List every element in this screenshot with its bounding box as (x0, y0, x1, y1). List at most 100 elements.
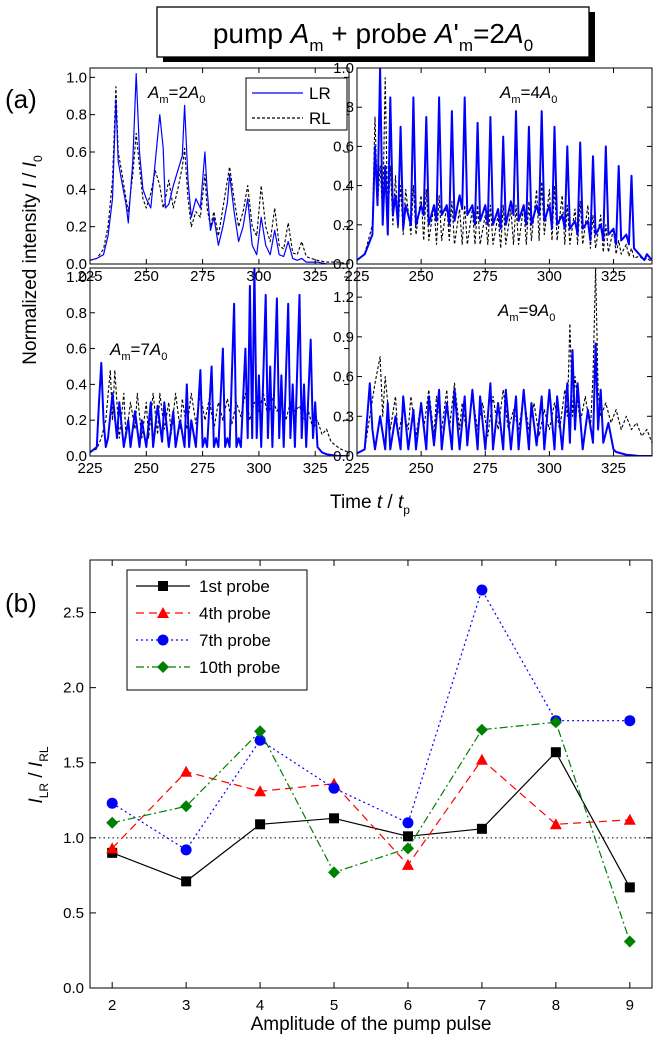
y-tick-label: 0.4 (333, 178, 354, 195)
y-tick-label: 2.5 (63, 605, 84, 622)
data-point (328, 782, 340, 794)
ylabel-b-part: LR (37, 783, 51, 799)
legend-label-LR: LR (309, 84, 331, 103)
data-point (180, 765, 193, 777)
legend-label-RL: RL (309, 109, 331, 128)
legend-box (245, 77, 348, 131)
figure-title-part: A (289, 18, 310, 49)
data-point (624, 882, 635, 893)
series-line (112, 721, 631, 942)
legend-b: 1st probe 4th probe 7th probe 10th probe (126, 569, 308, 691)
y-tick-label: 0.2 (66, 219, 87, 236)
series-group (90, 72, 349, 264)
legend-label: 10th probe (199, 658, 280, 677)
data-point (476, 584, 488, 596)
ylabel-a-part: Normalized intensity (20, 188, 41, 364)
ylabel-a: Normalized intensity I / I0 (20, 155, 45, 365)
figure-title-part: ' (454, 18, 459, 49)
subplot-annotation-part: A (537, 301, 549, 320)
y-tick-label: 0.0 (333, 448, 354, 465)
y-tick-label: 0.6 (333, 369, 354, 386)
ylabel-b-part: RL (37, 746, 51, 762)
y-tick-label: 1.2 (333, 289, 354, 306)
ylabel-a-part: I (20, 182, 41, 188)
subplot-annotation: Am=9A0 (497, 301, 555, 324)
x-tick-label: 3 (182, 997, 190, 1014)
y-tick-label: 1.0 (66, 69, 87, 86)
x-tick-label: 300 (537, 460, 562, 477)
data-point (254, 725, 267, 738)
data-point (106, 842, 119, 854)
legend-marker (157, 661, 169, 673)
x-tick-label: 325 (601, 268, 626, 285)
series-group (357, 268, 652, 456)
figure-title-part: pump (213, 18, 291, 49)
legend-box (126, 569, 308, 691)
x-tick-label: 275 (473, 268, 498, 285)
ylabel-a-part: / (20, 167, 41, 183)
subplot-annotation-part: A (109, 340, 121, 359)
plot-frame (89, 267, 350, 457)
data-point (106, 797, 118, 809)
y-tick-label: 0.4 (66, 376, 87, 393)
y-tick-label: 1.0 (66, 269, 87, 286)
x-tick-label: 325 (303, 268, 328, 285)
y-tick-label: 0.0 (333, 256, 354, 273)
figure-title-part: m (309, 36, 323, 55)
subplot-annotation-part: 0 (199, 94, 205, 106)
subplot-annotation-part: A (497, 301, 509, 320)
xlabel-a-part: p (403, 503, 410, 517)
y-tick-label: 0.2 (333, 217, 354, 234)
y-tick-label: 2.0 (63, 680, 84, 697)
ylabel-b-part: I (26, 798, 47, 804)
data-point (624, 715, 636, 727)
x-tick-label: 2 (108, 997, 116, 1014)
subplot-annotation-part: m (159, 94, 168, 106)
x-tick-label: 7 (478, 997, 486, 1014)
x-tick-label: 275 (190, 268, 215, 285)
ylabel-b-part: / (26, 767, 47, 783)
subplot-annotation-part: =7 (131, 340, 150, 359)
x-tick-label: 250 (409, 460, 434, 477)
y-tick-label: 0.0 (63, 980, 84, 997)
x-tick-label: 6 (404, 997, 412, 1014)
ylabel-b-part: I (26, 761, 47, 767)
data-point (401, 858, 414, 870)
x-tick-label: 9 (626, 997, 634, 1014)
data-point (180, 800, 193, 813)
subplot-annotation-part: =9 (519, 301, 538, 320)
legend-label: 4th probe (199, 604, 271, 623)
figure-title-part: 0 (524, 36, 533, 55)
x-tick-label: 300 (246, 268, 271, 285)
data-point (402, 831, 413, 842)
xlabel-a-part: t (377, 492, 383, 513)
data-point (255, 819, 266, 830)
data-point (475, 753, 488, 765)
y-tick-label: 0.6 (333, 138, 354, 155)
y-tick-label: 0.6 (66, 341, 87, 358)
x-tick-label: 325 (303, 460, 328, 477)
x-tick-label: 5 (330, 997, 338, 1014)
y-tick-label: 0.4 (66, 181, 87, 198)
figure-title-part: A (503, 18, 524, 49)
legend-label: 7th probe (199, 631, 271, 650)
subplot-annotation-part: 0 (551, 94, 557, 106)
x-tick-label: 275 (190, 460, 215, 477)
data-point (402, 817, 414, 829)
y-tick-label: 0.0 (66, 448, 87, 465)
y-tick-label: 1.5 (63, 755, 84, 772)
series-line-LR (357, 342, 652, 456)
data-point (181, 876, 192, 887)
legend-a: LR RL (245, 77, 348, 131)
subplot-annotation-part: =2 (169, 83, 188, 102)
data-point (476, 823, 487, 834)
x-tick-label: 275 (473, 460, 498, 477)
data-point (180, 844, 192, 856)
legend-marker (158, 581, 168, 591)
series-10th-probe (106, 716, 636, 948)
data-point (549, 716, 562, 729)
subplot-annotation-part: m (511, 94, 520, 106)
